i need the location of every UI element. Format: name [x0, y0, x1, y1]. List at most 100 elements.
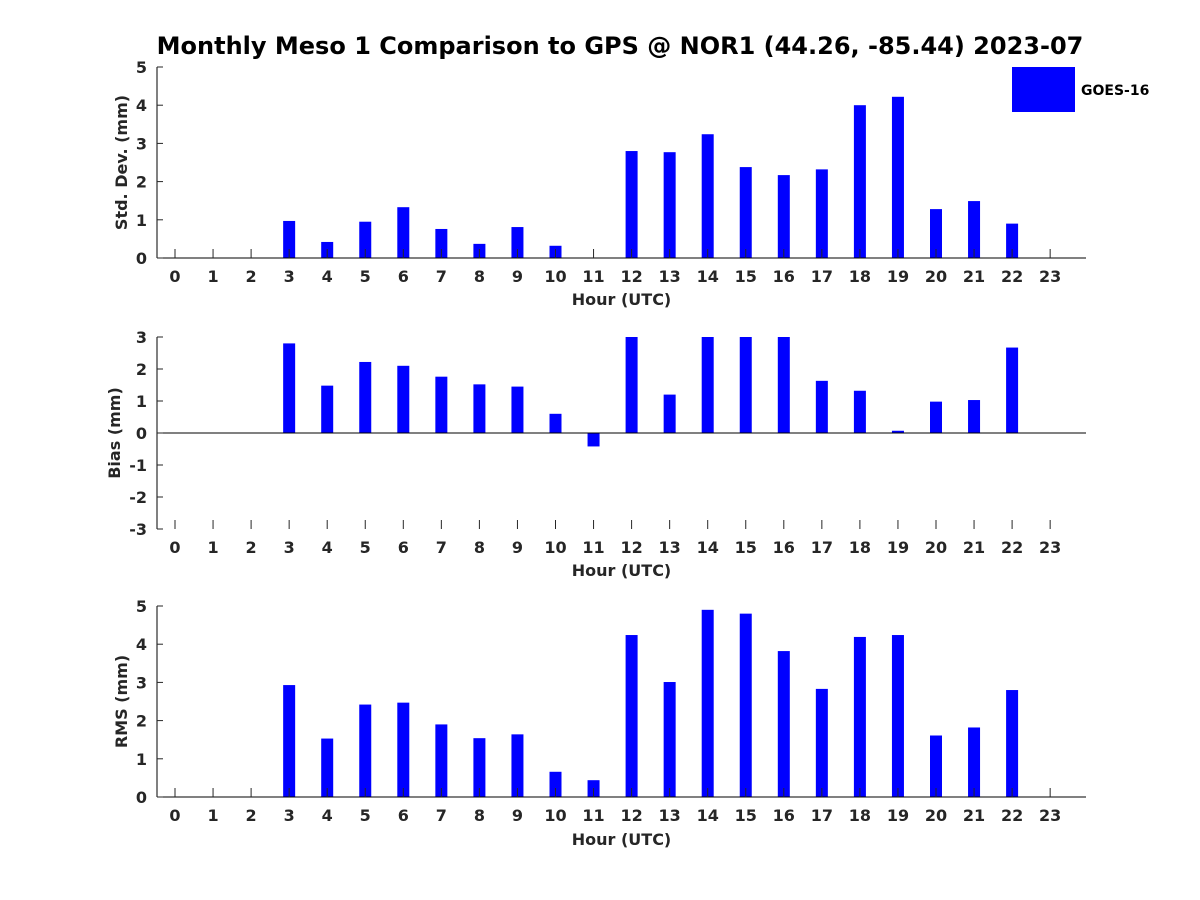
- x-tick-label-rms: 15: [735, 806, 757, 825]
- x-tick-label-std: 18: [849, 267, 871, 286]
- x-tick-label-rms: 0: [169, 806, 180, 825]
- x-tick-label-rms: 4: [322, 806, 333, 825]
- bar-std-14: [701, 134, 714, 258]
- x-tick-label-rms: 1: [207, 806, 218, 825]
- x-tick-label-std: 9: [512, 267, 523, 286]
- bar-rms-14: [701, 609, 714, 797]
- bar-std-5: [359, 221, 372, 258]
- x-tick-label-std: 13: [659, 267, 681, 286]
- x-tick-label-std: 14: [697, 267, 719, 286]
- x-tick-label-bias: 22: [1001, 538, 1023, 557]
- bar-std-21: [968, 201, 981, 258]
- x-tick-label-bias: 20: [925, 538, 947, 557]
- y-tick-label-bias: 2: [136, 360, 147, 379]
- x-tick-label-std: 1: [207, 267, 218, 286]
- bar-bias-15: [739, 337, 752, 433]
- y-tick-label-std: 1: [136, 211, 147, 230]
- y-tick-label-std: 2: [136, 173, 147, 192]
- x-axis-label-rms: Hour (UTC): [572, 830, 672, 849]
- bar-std-13: [663, 152, 676, 258]
- bar-bias-8: [473, 384, 486, 433]
- x-axis-label-bias: Hour (UTC): [572, 561, 672, 580]
- bar-std-3: [283, 220, 296, 258]
- bar-std-6: [397, 207, 410, 258]
- y-axis-label-std: Std. Dev. (mm): [112, 95, 131, 230]
- x-tick-label-bias: 5: [360, 538, 371, 557]
- bar-std-9: [511, 227, 524, 258]
- x-tick-label-std: 11: [582, 267, 604, 286]
- bar-std-19: [891, 96, 904, 259]
- x-tick-label-bias: 1: [207, 538, 218, 557]
- bar-rms-17: [815, 688, 828, 797]
- x-tick-label-bias: 7: [436, 538, 447, 557]
- x-tick-label-rms: 12: [620, 806, 642, 825]
- x-tick-label-bias: 19: [887, 538, 909, 557]
- x-tick-label-rms: 19: [887, 806, 909, 825]
- x-tick-label-std: 2: [246, 267, 257, 286]
- bar-bias-18: [853, 390, 866, 433]
- bar-bias-17: [815, 380, 828, 433]
- x-tick-label-std: 16: [773, 267, 795, 286]
- x-tick-label-std: 0: [169, 267, 180, 286]
- bar-rms-8: [473, 738, 486, 797]
- x-tick-label-rms: 9: [512, 806, 523, 825]
- x-tick-label-rms: 14: [697, 806, 719, 825]
- x-tick-label-bias: 9: [512, 538, 523, 557]
- bar-rms-4: [321, 738, 334, 797]
- y-tick-label-rms: 1: [136, 750, 147, 769]
- x-tick-label-bias: 23: [1039, 538, 1061, 557]
- y-tick-label-std: 0: [136, 249, 147, 268]
- bar-rms-3: [283, 685, 296, 797]
- bar-rms-18: [853, 636, 866, 797]
- bar-rms-20: [930, 735, 942, 797]
- bar-rms-12: [625, 635, 638, 797]
- bar-bias-14: [701, 337, 714, 433]
- legend: GOES-16: [1012, 67, 1149, 112]
- bar-bias-12: [625, 337, 638, 433]
- legend-label: GOES-16: [1081, 83, 1149, 99]
- x-tick-label-rms: 11: [582, 806, 604, 825]
- x-tick-label-rms: 22: [1001, 806, 1023, 825]
- x-tick-label-std: 3: [284, 267, 295, 286]
- y-tick-label-bias: 0: [136, 424, 147, 443]
- x-tick-label-std: 21: [963, 267, 985, 286]
- bar-bias-6: [397, 365, 410, 433]
- bar-bias-21: [968, 400, 981, 433]
- bar-bias-5: [359, 361, 372, 433]
- bar-bias-10: [549, 413, 562, 433]
- x-tick-label-rms: 10: [544, 806, 566, 825]
- bar-rms-13: [663, 682, 676, 797]
- x-tick-label-bias: 21: [963, 538, 985, 557]
- bar-bias-20: [930, 401, 942, 433]
- y-tick-label-bias: 3: [136, 328, 147, 347]
- bar-rms-19: [891, 635, 904, 797]
- bar-std-16: [777, 175, 790, 258]
- x-tick-label-std: 20: [925, 267, 947, 286]
- x-tick-label-rms: 18: [849, 806, 871, 825]
- x-tick-label-rms: 6: [398, 806, 409, 825]
- bar-bias-19: [891, 430, 904, 433]
- x-tick-label-rms: 20: [925, 806, 947, 825]
- x-tick-label-bias: 15: [735, 538, 757, 557]
- bar-rms-10: [549, 771, 562, 797]
- bar-bias-3: [283, 343, 296, 433]
- y-tick-label-rms: 3: [136, 673, 147, 692]
- bar-std-7: [435, 228, 448, 258]
- y-tick-label-bias: -2: [129, 488, 147, 507]
- y-tick-label-std: 3: [136, 134, 147, 153]
- x-tick-label-std: 17: [811, 267, 833, 286]
- bar-bias-16: [777, 337, 790, 433]
- x-tick-label-rms: 23: [1039, 806, 1061, 825]
- bar-bias-11: [587, 433, 600, 447]
- bar-std-20: [930, 209, 942, 258]
- x-tick-label-rms: 3: [284, 806, 295, 825]
- x-tick-label-std: 23: [1039, 267, 1061, 286]
- y-axis-label-bias: Bias (mm): [105, 387, 124, 479]
- x-tick-label-bias: 18: [849, 538, 871, 557]
- x-tick-label-rms: 16: [773, 806, 795, 825]
- x-tick-label-std: 6: [398, 267, 409, 286]
